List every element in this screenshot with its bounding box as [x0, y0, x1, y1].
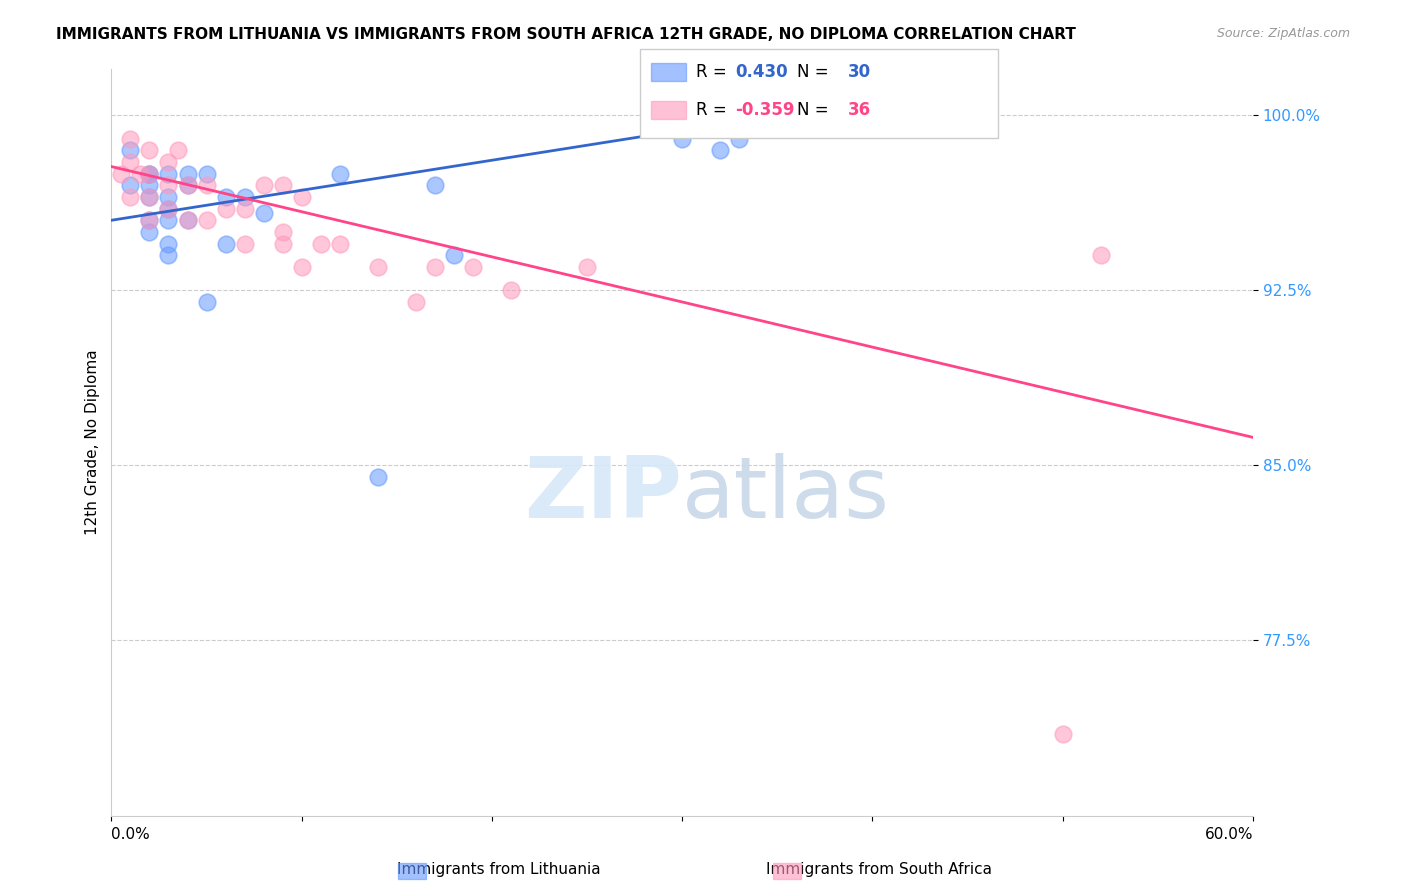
- Point: [157, 155, 180, 169]
- Point: [671, 131, 693, 145]
- Point: [138, 143, 160, 157]
- Point: [1052, 727, 1074, 741]
- Point: [176, 213, 198, 227]
- Point: [443, 248, 465, 262]
- Point: [367, 470, 389, 484]
- Point: [214, 202, 236, 216]
- Point: [176, 167, 198, 181]
- Point: [233, 190, 256, 204]
- Point: [176, 178, 198, 193]
- Point: [195, 213, 218, 227]
- Point: [252, 178, 274, 193]
- Point: [461, 260, 484, 274]
- Point: [138, 213, 160, 227]
- Point: [157, 236, 180, 251]
- Point: [120, 190, 142, 204]
- Text: 60.0%: 60.0%: [1205, 827, 1253, 842]
- Point: [195, 178, 218, 193]
- Point: [728, 131, 751, 145]
- Point: [233, 236, 256, 251]
- Point: [120, 131, 142, 145]
- Point: [423, 178, 446, 193]
- Point: [138, 190, 160, 204]
- Point: [157, 178, 180, 193]
- Point: [195, 295, 218, 310]
- Text: R =: R =: [696, 101, 733, 119]
- Point: [157, 190, 180, 204]
- Point: [120, 155, 142, 169]
- Point: [252, 206, 274, 220]
- Text: 36: 36: [848, 101, 870, 119]
- Point: [138, 213, 160, 227]
- Point: [271, 236, 294, 251]
- Point: [138, 190, 160, 204]
- Point: [271, 225, 294, 239]
- Point: [138, 225, 160, 239]
- Point: [329, 167, 352, 181]
- Point: [271, 178, 294, 193]
- Point: [709, 143, 731, 157]
- Point: [233, 202, 256, 216]
- Point: [157, 213, 180, 227]
- Point: [157, 248, 180, 262]
- Point: [110, 167, 132, 181]
- Point: [367, 260, 389, 274]
- Point: [138, 167, 160, 181]
- Text: 0.0%: 0.0%: [111, 827, 150, 842]
- Text: atlas: atlas: [682, 453, 890, 536]
- Point: [176, 213, 198, 227]
- Text: 0.430: 0.430: [735, 63, 787, 81]
- Point: [138, 167, 160, 181]
- Text: N =: N =: [797, 101, 834, 119]
- Point: [129, 167, 152, 181]
- Text: R =: R =: [696, 63, 733, 81]
- Point: [576, 260, 599, 274]
- Point: [120, 143, 142, 157]
- Text: -0.359: -0.359: [735, 101, 794, 119]
- Text: Source: ZipAtlas.com: Source: ZipAtlas.com: [1216, 27, 1350, 40]
- Text: Immigrants from Lithuania: Immigrants from Lithuania: [398, 863, 600, 877]
- Point: [167, 143, 190, 157]
- Point: [176, 178, 198, 193]
- Point: [291, 260, 314, 274]
- Point: [120, 178, 142, 193]
- Point: [499, 283, 522, 297]
- Point: [157, 167, 180, 181]
- Text: Immigrants from South Africa: Immigrants from South Africa: [766, 863, 991, 877]
- Y-axis label: 12th Grade, No Diploma: 12th Grade, No Diploma: [86, 350, 100, 535]
- Text: ZIP: ZIP: [524, 453, 682, 536]
- Point: [195, 167, 218, 181]
- Point: [138, 178, 160, 193]
- Text: IMMIGRANTS FROM LITHUANIA VS IMMIGRANTS FROM SOUTH AFRICA 12TH GRADE, NO DIPLOMA: IMMIGRANTS FROM LITHUANIA VS IMMIGRANTS …: [56, 27, 1076, 42]
- Point: [214, 190, 236, 204]
- Point: [291, 190, 314, 204]
- Point: [405, 295, 427, 310]
- Point: [309, 236, 332, 251]
- Point: [157, 202, 180, 216]
- Text: 30: 30: [848, 63, 870, 81]
- Text: N =: N =: [797, 63, 834, 81]
- Point: [423, 260, 446, 274]
- Point: [1090, 248, 1112, 262]
- Point: [138, 167, 160, 181]
- Point: [329, 236, 352, 251]
- Point: [214, 236, 236, 251]
- Point: [157, 202, 180, 216]
